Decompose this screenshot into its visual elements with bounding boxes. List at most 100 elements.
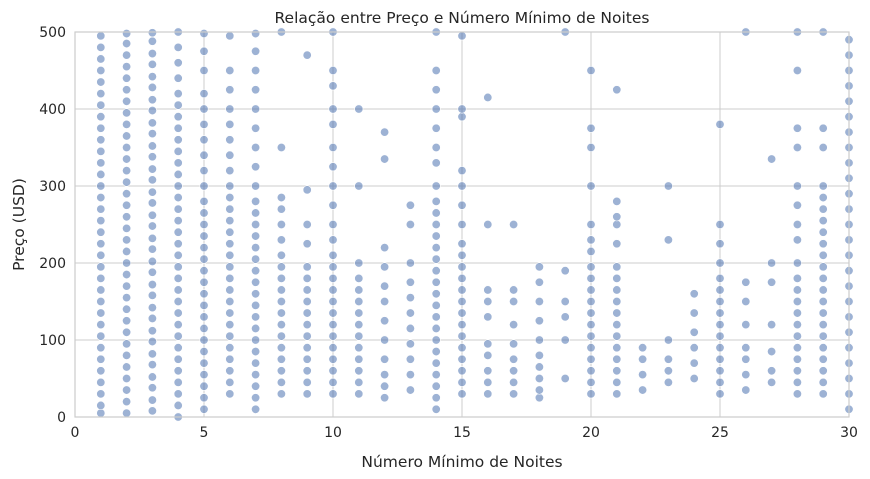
scatter-point [354, 320, 364, 330]
scatter-point [147, 106, 157, 116]
scatter-point [173, 239, 183, 249]
scatter-point [431, 196, 441, 206]
scatter-point [225, 216, 235, 226]
scatter-point [225, 150, 235, 160]
scatter-point [251, 143, 261, 153]
scatter-point [173, 158, 183, 168]
scatter-point [534, 262, 544, 272]
scatter-point [612, 320, 622, 330]
scatter-point [818, 143, 828, 153]
scatter-point [302, 285, 312, 295]
scatter-point [638, 343, 648, 353]
scatter-point [122, 73, 132, 83]
scatter-point [251, 29, 261, 39]
scatter-point [96, 123, 106, 133]
scatter-point [225, 31, 235, 41]
scatter-point [431, 158, 441, 168]
scatter-point [509, 389, 519, 399]
scatter-point [431, 300, 441, 310]
scatter-point [122, 29, 132, 39]
scatter-point [431, 220, 441, 230]
scatter-point [380, 127, 390, 137]
scatter-point [818, 343, 828, 353]
scatter-point [431, 381, 441, 391]
scatter-point [147, 59, 157, 69]
scatter-point [147, 210, 157, 220]
scatter-point [612, 331, 622, 341]
scatter-point [741, 385, 751, 395]
scatter-point [96, 331, 106, 341]
scatter-point [122, 281, 132, 291]
scatter-point [586, 235, 596, 245]
scatter-point [122, 293, 132, 303]
scatter-point [302, 354, 312, 364]
scatter-point [276, 377, 286, 387]
scatter-point [457, 308, 467, 318]
scatter-point [122, 50, 132, 60]
scatter-point [302, 50, 312, 60]
scatter-point [251, 181, 261, 191]
scatter-point [147, 36, 157, 46]
scatter-point [431, 347, 441, 357]
scatter-point [457, 285, 467, 295]
scatter-point [354, 343, 364, 353]
scatter-point [328, 273, 338, 283]
scatter-point [251, 323, 261, 333]
scatter-point [251, 208, 261, 218]
scatter-point [96, 320, 106, 330]
y-tick-label: 0 [57, 410, 66, 426]
scatter-point [328, 296, 338, 306]
scatter-point [147, 395, 157, 405]
scatter-point [405, 385, 415, 395]
scatter-point [225, 181, 235, 191]
scatter-point [147, 82, 157, 92]
scatter-point [173, 58, 183, 68]
scatter-point [328, 331, 338, 341]
scatter-point [818, 377, 828, 387]
scatter-point [483, 366, 493, 376]
scatter-point [560, 335, 570, 345]
scatter-point [225, 377, 235, 387]
scatter-point [251, 277, 261, 287]
scatter-point [96, 389, 106, 399]
scatter-point [96, 169, 106, 179]
scatter-point [715, 220, 725, 230]
scatter-point [741, 354, 751, 364]
scatter-point [122, 166, 132, 176]
scatter-point [612, 296, 622, 306]
scatter-point [457, 220, 467, 230]
scatter-point [431, 370, 441, 380]
scatter-point [792, 285, 802, 295]
scatter-point [96, 31, 106, 41]
scatter-point [818, 123, 828, 133]
scatter-point [251, 300, 261, 310]
scatter-point [431, 289, 441, 299]
scatter-point [586, 123, 596, 133]
scatter-point [715, 308, 725, 318]
scatter-point [96, 77, 106, 87]
scatter-point [380, 381, 390, 391]
scatter-point [147, 326, 157, 336]
scatter-point [328, 389, 338, 399]
scatter-point [457, 262, 467, 272]
scatter-point [147, 313, 157, 323]
scatter-point [663, 235, 673, 245]
scatter-point [586, 343, 596, 353]
scatter-point [96, 250, 106, 260]
scatter-point [767, 258, 777, 268]
scatter-point [122, 246, 132, 256]
scatter-point [431, 104, 441, 114]
scatter-point [354, 181, 364, 191]
scatter-point [147, 221, 157, 231]
scatter-point [225, 66, 235, 76]
scatter-point [199, 404, 209, 414]
scatter-point [173, 181, 183, 191]
scatter-point [199, 381, 209, 391]
scatter-point [122, 397, 132, 407]
scatter-point [509, 296, 519, 306]
scatter-point [173, 112, 183, 122]
scatter-point [457, 104, 467, 114]
scatter-point [225, 85, 235, 95]
scatter-point [457, 377, 467, 387]
scatter-point [147, 372, 157, 382]
